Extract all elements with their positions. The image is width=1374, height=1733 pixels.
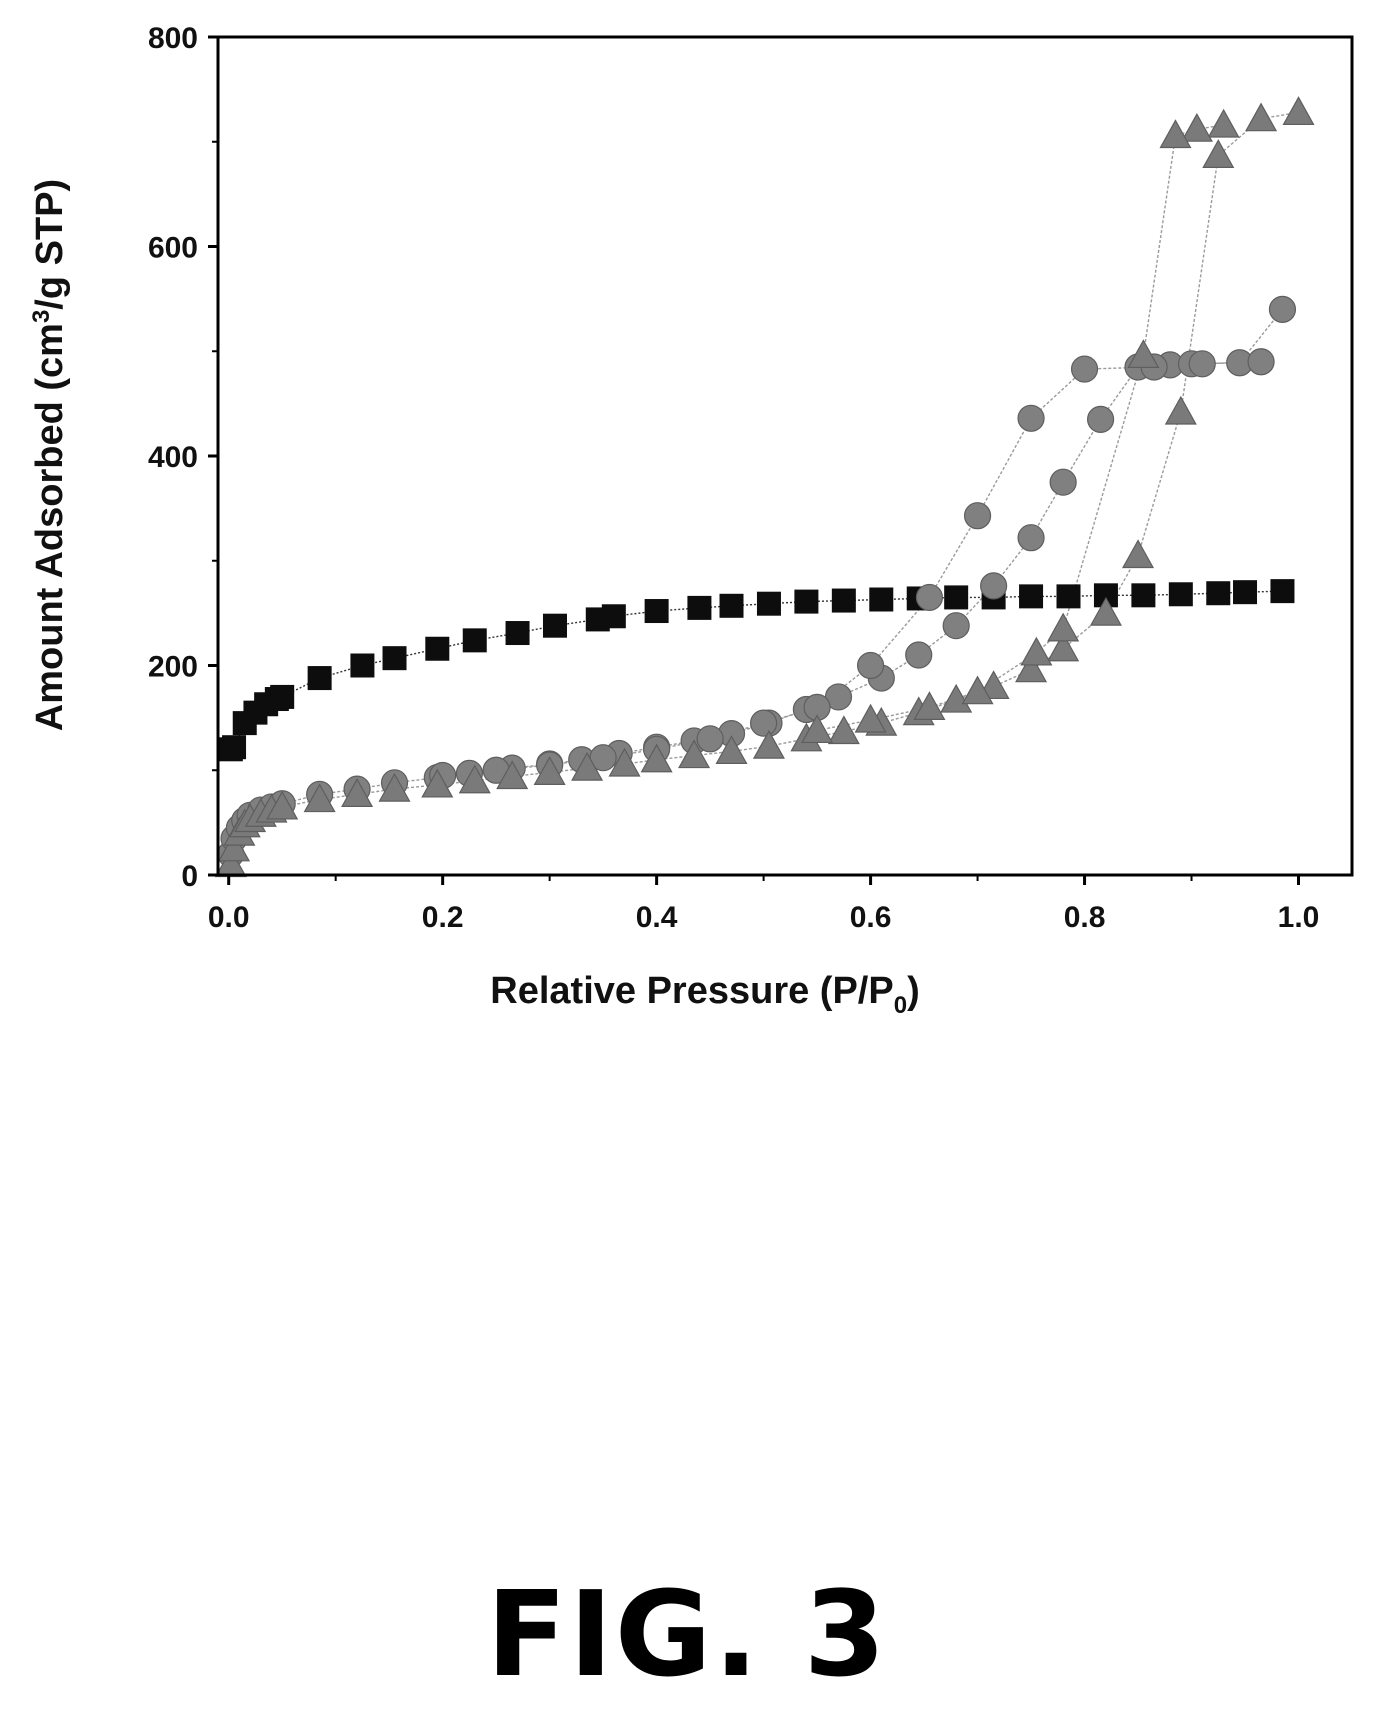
data-point-square bbox=[1270, 579, 1295, 604]
data-point-square bbox=[462, 628, 487, 653]
series-line-circle-desorption bbox=[442, 361, 1262, 777]
data-point-triangle bbox=[266, 790, 299, 820]
data-point-triangle bbox=[1207, 108, 1240, 138]
data-point-triangle bbox=[533, 756, 566, 785]
x-tick-label: 1.0 bbox=[1278, 901, 1320, 934]
data-point-square bbox=[1233, 580, 1258, 605]
x-tick-label: 0.6 bbox=[850, 901, 892, 934]
data-point-circle bbox=[1049, 468, 1077, 496]
data-point-square bbox=[944, 585, 969, 610]
data-point-circle bbox=[1268, 295, 1297, 323]
data-point-triangle bbox=[341, 778, 374, 807]
data-point-triangle bbox=[218, 832, 251, 862]
data-point-triangle bbox=[1282, 96, 1315, 126]
data-point-square bbox=[831, 588, 856, 613]
data-point-square bbox=[307, 666, 332, 691]
data-point-circle bbox=[1070, 355, 1099, 383]
data-point-circle bbox=[905, 641, 933, 669]
data-point-circle bbox=[915, 583, 944, 612]
data-point-square bbox=[542, 613, 567, 638]
data-point-triangle bbox=[496, 760, 529, 790]
data-point-triangle bbox=[1020, 636, 1053, 666]
data-point-triangle bbox=[571, 751, 604, 781]
x-axis-title: Relative Pressure (P/P0) bbox=[490, 970, 919, 1019]
data-point-square bbox=[425, 636, 450, 661]
data-point-triangle bbox=[1180, 112, 1213, 142]
data-point-circle bbox=[750, 709, 778, 737]
x-tick-label: 0.8 bbox=[1064, 901, 1106, 934]
data-point-triangle bbox=[1089, 596, 1122, 626]
data-point-square bbox=[1131, 583, 1156, 608]
x-tick-label: 0.4 bbox=[636, 901, 678, 934]
data-point-circle bbox=[1247, 348, 1275, 376]
data-point-triangle bbox=[1015, 653, 1048, 683]
figure-caption: FIG. 3 bbox=[486, 1565, 888, 1703]
data-point-square bbox=[222, 735, 247, 760]
data-point-square bbox=[350, 653, 375, 678]
data-point-square bbox=[719, 593, 744, 618]
data-point-square bbox=[756, 591, 781, 616]
data-point-triangle bbox=[913, 691, 946, 721]
data-point-circle bbox=[1086, 405, 1115, 433]
data-point-triangle bbox=[1127, 339, 1160, 369]
data-point-square bbox=[687, 595, 712, 620]
data-point-circle bbox=[856, 651, 885, 680]
y-axis-title: Amount Adsorbed (cm3/g STP) bbox=[28, 179, 71, 731]
y-tick-label: 400 bbox=[148, 441, 198, 474]
data-point-circle bbox=[963, 502, 992, 530]
data-point-circle bbox=[1017, 404, 1045, 432]
data-point-circle bbox=[1188, 350, 1216, 378]
data-point-square bbox=[382, 646, 407, 671]
data-point-square bbox=[601, 604, 626, 629]
data-point-circle bbox=[696, 725, 724, 753]
data-point-triangle bbox=[827, 715, 860, 745]
data-point-circle bbox=[942, 612, 970, 640]
data-point-square bbox=[1206, 581, 1231, 606]
y-tick-label: 800 bbox=[148, 22, 198, 55]
data-point-triangle bbox=[214, 848, 247, 878]
data-point-circle bbox=[1017, 524, 1045, 552]
data-point-square bbox=[505, 621, 530, 646]
data-point-square bbox=[1019, 584, 1044, 609]
data-point-triangle bbox=[608, 747, 641, 777]
data-point-triangle bbox=[1159, 119, 1192, 149]
plot-area bbox=[216, 35, 1354, 877]
data-point-triangle bbox=[458, 764, 491, 794]
data-point-triangle bbox=[378, 772, 411, 802]
data-point-square bbox=[270, 684, 295, 709]
data-point-triangle bbox=[1047, 612, 1080, 642]
data-point-triangle bbox=[940, 683, 973, 713]
series-markers bbox=[214, 96, 1315, 878]
y-tick-label: 600 bbox=[148, 232, 198, 265]
data-point-triangle bbox=[421, 768, 454, 798]
data-point-triangle bbox=[303, 783, 336, 813]
y-tick-label: 200 bbox=[148, 651, 198, 684]
data-point-triangle bbox=[1202, 139, 1235, 168]
y-tick-label: 0 bbox=[181, 860, 198, 893]
data-point-triangle bbox=[1245, 102, 1278, 132]
data-point-triangle bbox=[1047, 632, 1080, 662]
data-point-triangle bbox=[752, 729, 785, 759]
data-point-square bbox=[644, 599, 669, 624]
data-point-triangle bbox=[1164, 395, 1197, 425]
data-point-triangle bbox=[640, 743, 673, 773]
x-tick-label: 0.0 bbox=[208, 901, 250, 934]
axis-ticks: 0.0 0.2 0.4 0.6 0.8 1.0 0 200 400 600 800 bbox=[148, 22, 1319, 934]
data-point-triangle bbox=[854, 703, 887, 733]
series-line-triangle-desorption bbox=[816, 124, 1224, 732]
data-point-triangle bbox=[801, 714, 834, 744]
data-point-square bbox=[794, 589, 819, 614]
x-tick-label: 0.2 bbox=[422, 901, 464, 934]
data-point-square bbox=[869, 587, 894, 612]
data-point-triangle bbox=[715, 735, 748, 764]
data-point-circle bbox=[980, 572, 1008, 600]
data-point-triangle bbox=[1122, 539, 1155, 569]
data-point-triangle bbox=[961, 675, 994, 705]
data-point-triangle bbox=[678, 739, 711, 769]
data-point-square bbox=[1168, 582, 1193, 607]
data-point-square bbox=[1056, 584, 1081, 609]
